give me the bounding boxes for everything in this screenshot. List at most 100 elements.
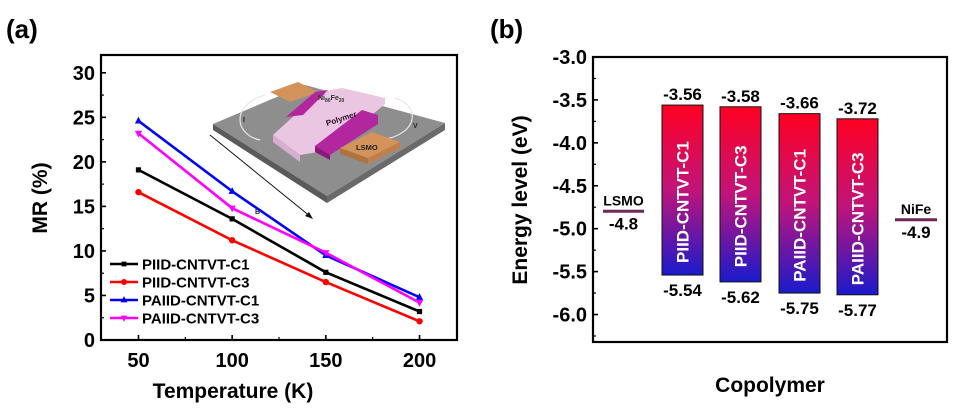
y-tick-label: 10 xyxy=(73,241,95,263)
panel-b-bars: -3.56 -5.54 PIID-CNTVT-C1 -3.58 -5.62 PIID-CN… xyxy=(661,85,879,320)
data-point xyxy=(415,299,424,307)
y-tick-label: 30 xyxy=(73,63,95,85)
panel-a-x-axis-title: Temperature (K) xyxy=(153,380,314,403)
legend-label: PIID-CNTVT-C3 xyxy=(142,275,250,292)
legend-label: PAIID-CNTVT-C1 xyxy=(142,293,259,310)
current-label: I xyxy=(243,117,245,124)
substrate-side-right xyxy=(327,123,445,203)
lumo-label: -3.58 xyxy=(721,87,760,106)
series-paiid-cntvt-c3 xyxy=(134,130,424,307)
electrode-nife: NiFe -4.9 xyxy=(895,201,937,242)
circuit-loop xyxy=(239,94,413,141)
panel-b: (b) -3.0 -3.5 -4.0 -4.5 -5.0 -5.5 -6.0 -3.56 -5… xyxy=(490,14,949,397)
legend-marker xyxy=(121,279,127,285)
panel-a-legend: PIID-CNTVT-C1PIID-CNTVT-C3PAIID-CNTVT-C1… xyxy=(110,257,259,328)
bar-name-label: PAIID-CNTVT-C1 xyxy=(791,149,810,282)
y-tick-label: 20 xyxy=(73,152,95,174)
legend-label: PAIID-CNTVT-C3 xyxy=(142,311,259,328)
field-arrow-head xyxy=(305,212,313,219)
panel-a: (a) Ni80Fe20 Polymer LSMO xyxy=(6,14,459,403)
polymer-layer-front xyxy=(315,110,378,155)
lsmo-electrode-back xyxy=(270,82,318,102)
series-piid-cntvt-c3 xyxy=(135,188,423,325)
energy-bar-paiid-cntvt-c3: -3.72 -5.77 PAIID-CNTVT-C3 xyxy=(836,99,879,320)
data-point xyxy=(229,216,235,222)
panel-a-plot-frame xyxy=(99,53,459,342)
y-tick-label: -5.5 xyxy=(553,262,587,284)
y-tick-label: 15 xyxy=(73,196,95,218)
y-tick-label: 5 xyxy=(84,285,95,307)
legend-item: PAIID-CNTVT-C3 xyxy=(110,311,259,328)
field-arrow xyxy=(209,134,312,218)
data-point xyxy=(134,130,143,138)
polymer-layer xyxy=(286,90,328,117)
nife-label: Ni80Fe20 xyxy=(318,95,345,104)
bar-name-label: PIID-CNTVT-C1 xyxy=(674,141,693,263)
voltage-label: V xyxy=(413,123,418,130)
lumo-label: -3.66 xyxy=(780,94,819,113)
lsmo-electrode-front xyxy=(340,132,400,158)
x-tick-label: 200 xyxy=(403,350,436,372)
y-tick-label: 0 xyxy=(84,330,95,352)
legend-label: PIID-CNTVT-C1 xyxy=(142,257,250,274)
homo-label: -5.77 xyxy=(838,301,877,320)
y-tick-label: -5.0 xyxy=(553,219,587,241)
panel-a-series xyxy=(134,116,424,325)
y-tick-label: -3.5 xyxy=(553,90,587,112)
bar-name-label: PAIID-CNTVT-C3 xyxy=(849,152,868,285)
field-label: B xyxy=(255,209,260,216)
lsmo-inset-label: LSMO xyxy=(356,143,378,152)
y-tick-label: -4.5 xyxy=(553,176,587,198)
panel-b-electrodes: LSMO -4.8 NiFe -4.9 xyxy=(603,193,937,242)
bar-name-label: PIID-CNTVT-C3 xyxy=(732,145,751,267)
y-tick-label: -4.0 xyxy=(553,133,587,155)
series-line xyxy=(137,132,421,304)
data-point xyxy=(228,205,236,213)
nife-layer xyxy=(273,88,385,155)
legend-marker xyxy=(120,296,128,303)
electrode-value: -4.8 xyxy=(609,215,638,234)
series-line xyxy=(137,190,421,323)
x-tick-label: 150 xyxy=(309,350,342,372)
panel-a-label: (a) xyxy=(6,14,38,44)
panel-b-plot-frame xyxy=(591,55,949,344)
nife-layer-side xyxy=(273,135,300,162)
legend-item: PIID-CNTVT-C3 xyxy=(110,275,250,292)
energy-bar-paiid-cntvt-c1: -3.66 -5.75 PAIID-CNTVT-C1 xyxy=(778,94,821,318)
energy-bar-piid-cntvt-c3: -3.58 -5.62 PIID-CNTVT-C3 xyxy=(719,87,762,307)
data-point xyxy=(135,188,142,196)
panel-b-x-axis-title: Copolymer xyxy=(715,374,825,397)
data-point xyxy=(134,116,143,124)
y-tick-label: -3.0 xyxy=(553,47,587,69)
energy-bar xyxy=(661,104,704,276)
data-point xyxy=(416,318,423,325)
legend-item: PAIID-CNTVT-C1 xyxy=(110,293,259,310)
data-point xyxy=(416,308,423,315)
lumo-label: -3.72 xyxy=(838,99,877,118)
y-tick-label: 25 xyxy=(73,107,95,129)
panel-b-y-axis-title: Energy level (eV) xyxy=(509,115,532,284)
data-point xyxy=(135,167,142,173)
substrate-side-left xyxy=(213,124,327,203)
homo-label: -5.62 xyxy=(721,288,760,307)
series-piid-cntvt-c1 xyxy=(135,167,423,315)
lsmo-electrode-front-side xyxy=(340,148,368,164)
x-tick-label: 100 xyxy=(215,350,248,372)
lumo-label: -3.56 xyxy=(663,85,702,104)
data-point xyxy=(322,278,330,286)
panel-b-label: (b) xyxy=(490,14,523,44)
electrode-name: LSMO xyxy=(603,193,644,209)
panel-a-y-axis-title: MR (%) xyxy=(29,162,52,233)
panel-a-ticks: 0 5 10 15 20 25 30 50 100 150 200 xyxy=(73,63,436,372)
series-line xyxy=(137,168,421,313)
data-point xyxy=(322,250,330,257)
x-tick-label: 50 xyxy=(127,350,149,372)
energy-bar-piid-cntvt-c1: -3.56 -5.54 PIID-CNTVT-C1 xyxy=(661,85,704,300)
energy-bar xyxy=(836,118,879,296)
energy-bar xyxy=(778,113,821,294)
polymer-layer-side xyxy=(315,146,330,160)
electrode-value: -4.9 xyxy=(901,223,930,242)
device-schematic-inset: Ni80Fe20 Polymer LSMO I V B xyxy=(209,82,445,219)
legend-marker xyxy=(121,261,127,267)
